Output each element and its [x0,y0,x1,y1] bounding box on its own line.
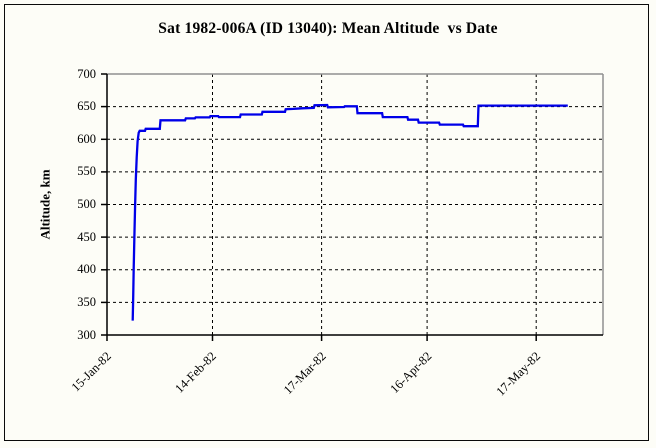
chart-title: Sat 1982-006A (ID 13040): Mean Altitude … [158,20,498,37]
y-tick-label: 700 [77,66,96,81]
y-tick-label: 350 [77,294,96,309]
y-tick-label: 650 [77,99,96,114]
y-tick-label: 300 [77,327,96,342]
altitude-line [131,103,568,321]
y-tick-label: 550 [77,164,96,179]
y-tick-label: 450 [77,229,96,244]
figure-border [4,4,649,441]
y-tick-label: 600 [77,131,96,146]
y-tick-label: 500 [77,197,96,211]
y-tick-label: 400 [77,262,96,277]
